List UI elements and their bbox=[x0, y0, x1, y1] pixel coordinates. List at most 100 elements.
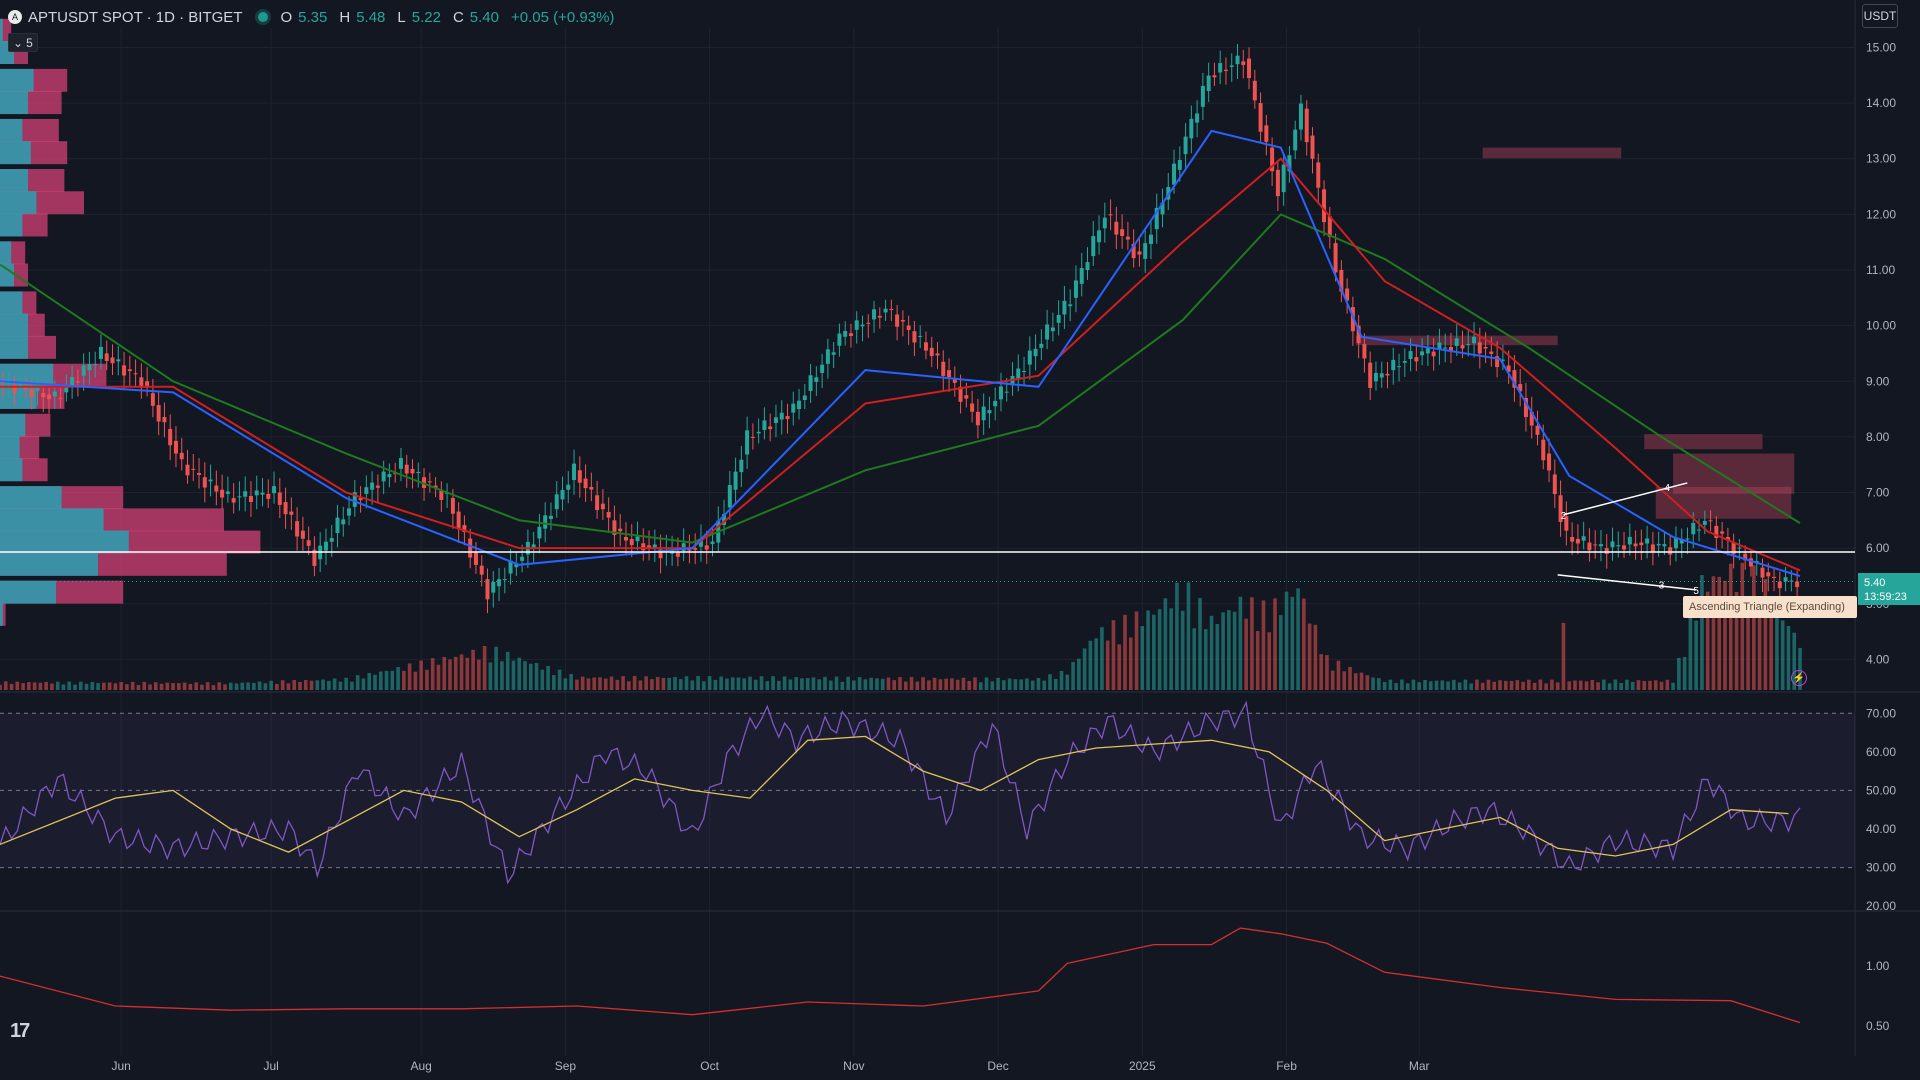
candle-body bbox=[987, 410, 992, 414]
lightning-icon[interactable]: ⚡ bbox=[1791, 670, 1807, 686]
candle-body bbox=[127, 369, 132, 372]
volume-bar bbox=[719, 676, 723, 690]
volume-bar bbox=[1688, 614, 1693, 690]
candle-body bbox=[75, 381, 80, 383]
volume-profile-buy-bar bbox=[0, 191, 37, 215]
candle-body bbox=[248, 495, 253, 502]
currency-button[interactable]: USDT bbox=[1862, 4, 1898, 28]
candle-body bbox=[1102, 217, 1107, 229]
close-value: 5.40 bbox=[469, 8, 499, 26]
candle-body bbox=[1264, 125, 1269, 142]
volume-bar bbox=[713, 679, 718, 690]
volume-bar bbox=[321, 679, 325, 690]
volume-bar bbox=[1002, 680, 1006, 690]
candle-body bbox=[295, 521, 300, 537]
pattern-label[interactable]: Ascending Triangle (Expanding) bbox=[1683, 596, 1857, 618]
volume-bar bbox=[1567, 681, 1572, 690]
candle-body bbox=[1068, 304, 1073, 307]
volume-bar bbox=[1555, 682, 1560, 690]
volume-bar bbox=[1221, 612, 1225, 690]
candle-body bbox=[543, 515, 548, 529]
volume-bar bbox=[759, 676, 764, 690]
volume-bar bbox=[1602, 679, 1606, 690]
volume-bar bbox=[609, 676, 614, 690]
volume-bar bbox=[638, 680, 643, 690]
candle-body bbox=[1633, 543, 1638, 547]
candle-body bbox=[1604, 548, 1609, 554]
low-label: L bbox=[397, 8, 406, 26]
volume-bar bbox=[1203, 629, 1208, 690]
volume-bar bbox=[886, 677, 891, 690]
candle-body bbox=[225, 491, 230, 494]
volume-profile-toggle[interactable]: ⌄ 5 bbox=[8, 33, 38, 52]
candle-body bbox=[1691, 522, 1696, 535]
volume-bar bbox=[1711, 576, 1716, 690]
symbol-header: A APTUSDT SPOT · 1D · BITGET O 5.35 H 5.48… bbox=[8, 6, 614, 28]
candle-body bbox=[1281, 164, 1286, 193]
volume-bar bbox=[592, 677, 597, 690]
volume-bar bbox=[3, 681, 8, 690]
volume-bar bbox=[1775, 602, 1779, 690]
volume-bar bbox=[1100, 627, 1104, 690]
volume-bar bbox=[1630, 681, 1635, 690]
candle-body bbox=[958, 386, 963, 402]
volume-bar bbox=[78, 681, 83, 690]
candle-body bbox=[745, 430, 750, 455]
volume-profile bbox=[0, 18, 261, 626]
candle-body bbox=[612, 520, 617, 535]
volume-bar bbox=[794, 677, 798, 690]
volume-bar bbox=[540, 669, 545, 690]
candle-body bbox=[1420, 351, 1425, 356]
volume-bar bbox=[1561, 622, 1566, 690]
time-tick-label: Sep bbox=[555, 1059, 577, 1073]
candle-body bbox=[358, 498, 363, 501]
symbol-title[interactable]: APTUSDT SPOT · 1D · BITGET bbox=[28, 8, 243, 26]
volume-bar bbox=[119, 682, 123, 690]
volume-bar bbox=[159, 683, 164, 690]
tradingview-logo-icon[interactable]: 17 bbox=[10, 1020, 30, 1042]
volume-bar bbox=[1042, 680, 1047, 690]
volume-bar bbox=[1584, 681, 1589, 690]
volume-bar bbox=[528, 663, 533, 690]
volume-bar bbox=[1013, 679, 1018, 690]
volume-bar bbox=[361, 678, 366, 690]
volume-bar bbox=[309, 680, 314, 690]
volume-bar bbox=[407, 663, 412, 690]
candle-body bbox=[47, 394, 52, 400]
ema-slow-line bbox=[0, 213, 1801, 544]
candle-body bbox=[1454, 338, 1459, 347]
volume-bar bbox=[396, 667, 400, 690]
candle-body bbox=[1287, 155, 1292, 172]
candle-body bbox=[439, 489, 444, 500]
volume-bar bbox=[90, 682, 95, 690]
candle-body bbox=[600, 503, 605, 510]
current-price-value: 5.40 bbox=[1864, 577, 1886, 589]
candle-body bbox=[58, 397, 63, 399]
candle-body bbox=[1050, 327, 1055, 332]
candle-body bbox=[773, 417, 778, 423]
volume-bar bbox=[1446, 681, 1450, 690]
candle-body bbox=[1477, 342, 1482, 354]
candle-body bbox=[1350, 307, 1355, 332]
candle-body bbox=[1160, 202, 1165, 215]
candle-body bbox=[341, 519, 346, 525]
volume-bar bbox=[177, 683, 181, 690]
lower-tick-label: 1.00 bbox=[1866, 959, 1890, 973]
volume-bar bbox=[990, 681, 995, 690]
candle-body bbox=[1316, 162, 1321, 188]
volume-bar bbox=[1780, 620, 1785, 690]
volume-bar bbox=[1134, 611, 1139, 690]
candle-body bbox=[1443, 347, 1448, 349]
candle-body bbox=[895, 314, 900, 327]
candle-body bbox=[1795, 581, 1800, 588]
volume-bar bbox=[344, 677, 348, 690]
volume-bar bbox=[1786, 625, 1791, 690]
volume-bar bbox=[1025, 678, 1029, 690]
candle-body bbox=[687, 549, 692, 551]
supply-zone bbox=[1673, 453, 1795, 494]
volume-bar bbox=[1394, 683, 1398, 690]
candle-body bbox=[1016, 368, 1021, 379]
volume-bar bbox=[1452, 679, 1456, 690]
volume-bar bbox=[898, 677, 902, 690]
